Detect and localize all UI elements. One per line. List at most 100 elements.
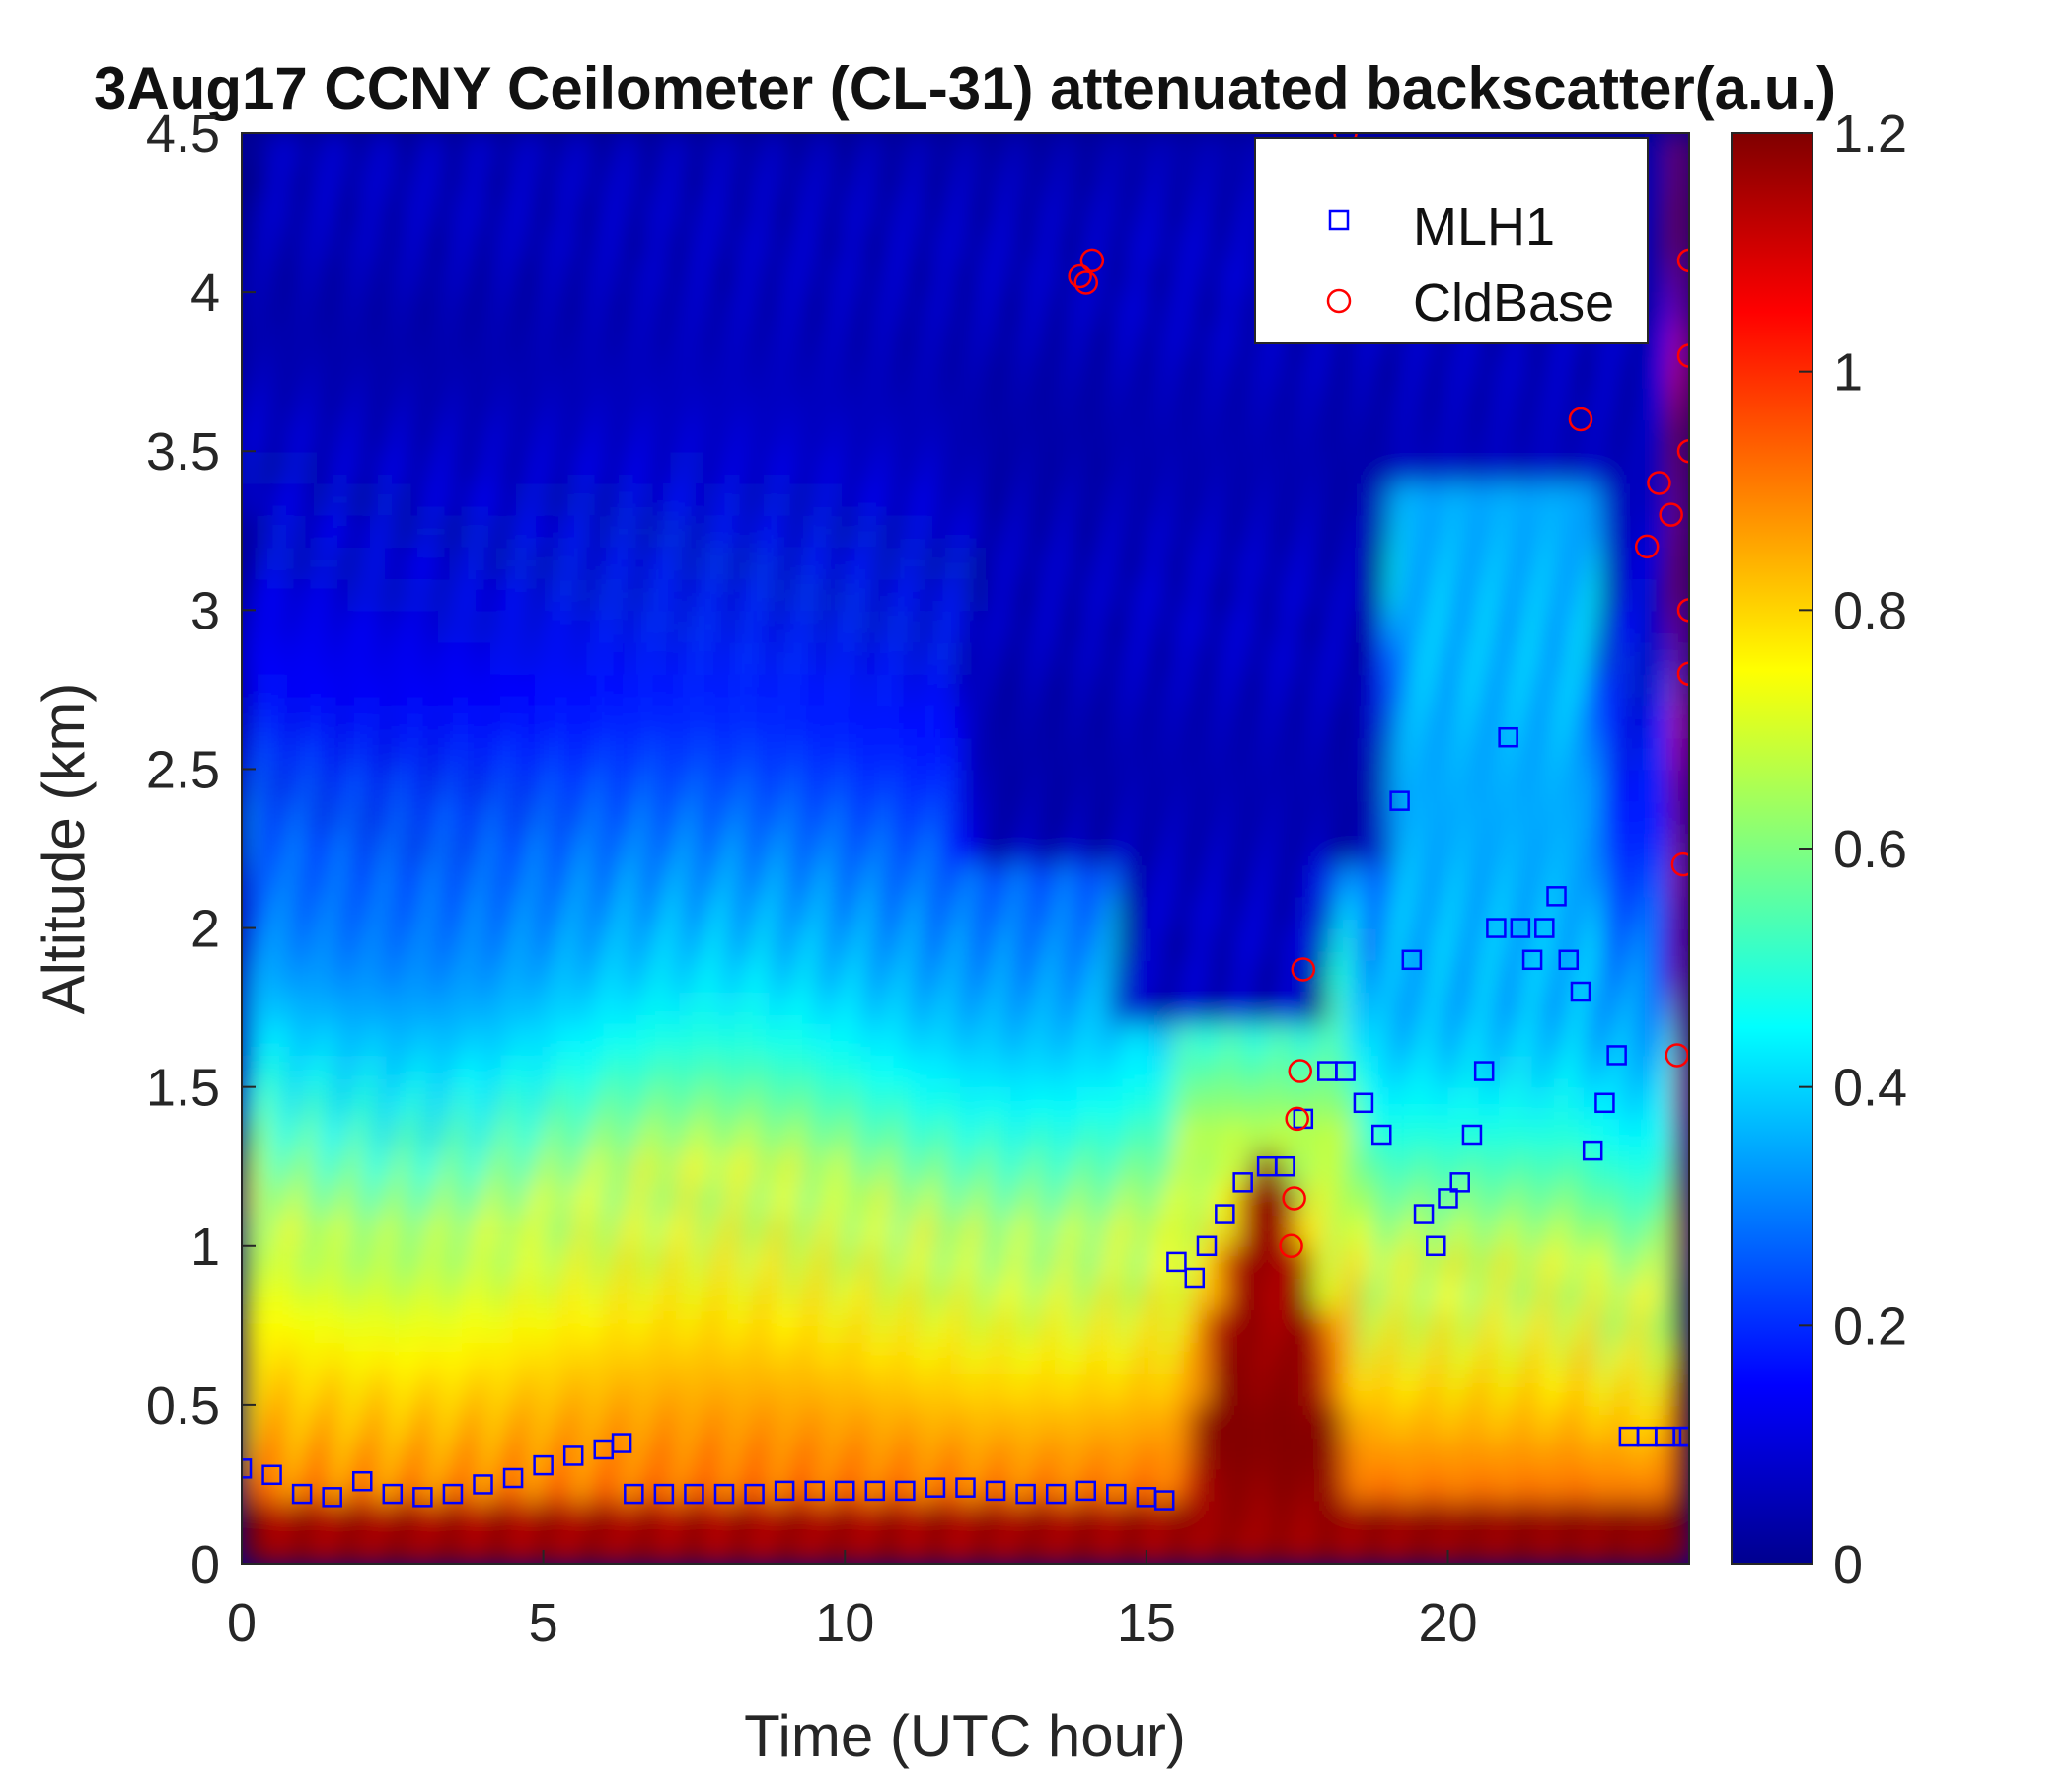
heatmap-cell (1327, 864, 1344, 898)
heatmap-cell (1116, 259, 1133, 294)
heatmap-cell (1478, 578, 1495, 612)
x-tick-label: 5 (529, 1593, 558, 1653)
heatmap-cell (1402, 1055, 1419, 1088)
heatmap-cell (1673, 1468, 1689, 1502)
heatmap-cell (996, 1437, 1012, 1470)
heatmap-cell (1146, 1372, 1163, 1406)
mlh1-point (1075, 1480, 1096, 1502)
heatmap-cell (1659, 133, 1675, 167)
heatmap-cell (557, 451, 575, 484)
heatmap-cell (724, 546, 741, 580)
heatmap-cell (996, 228, 1012, 261)
heatmap-cell (799, 1214, 816, 1247)
heatmap-cell (1644, 1086, 1661, 1120)
heatmap-cell (679, 1214, 696, 1247)
heatmap-cell (1071, 1309, 1087, 1343)
heatmap-cell (934, 1214, 952, 1247)
heatmap-cell (965, 896, 982, 929)
heatmap-cell (497, 546, 515, 580)
heatmap-cell (286, 1245, 304, 1279)
heatmap-cell (242, 864, 259, 898)
heatmap-cell (362, 133, 379, 167)
heatmap-cell (648, 832, 665, 866)
heatmap-cell (1010, 927, 1027, 961)
heatmap-cell (497, 673, 515, 706)
heatmap-cell (257, 673, 273, 706)
heatmap-cell (619, 355, 635, 389)
heatmap-cell (1613, 1468, 1630, 1502)
heatmap-cell (317, 292, 333, 326)
heatmap-cell (769, 1214, 786, 1247)
heatmap-cell (332, 133, 348, 167)
heatmap-cell (407, 800, 424, 834)
heatmap-cell (1327, 1023, 1344, 1057)
heatmap-cell (1146, 832, 1163, 866)
heatmap-cell (708, 419, 725, 453)
heatmap-cell (1176, 737, 1193, 771)
heatmap-cell (1176, 1468, 1193, 1502)
heatmap-cell (422, 165, 439, 198)
heatmap-cell (1131, 800, 1147, 834)
heatmap-cell (1462, 482, 1480, 516)
heatmap-cell (377, 292, 394, 326)
heatmap-cell (739, 1086, 756, 1120)
heatmap-cell (1116, 1150, 1133, 1184)
heatmap-cell (920, 292, 936, 326)
heatmap-cell (814, 1437, 831, 1470)
heatmap-cell (242, 673, 259, 706)
heatmap-cell (377, 1404, 394, 1439)
heatmap-cell (317, 451, 333, 484)
heatmap-cell (317, 705, 333, 739)
heatmap-cell (1236, 1150, 1253, 1184)
heatmap-cell (874, 959, 892, 993)
heatmap-cell (271, 387, 288, 420)
heatmap-cell (1598, 546, 1615, 580)
heatmap-cell (769, 482, 786, 516)
heatmap-cell (392, 1500, 409, 1533)
heatmap-cell (422, 1245, 439, 1279)
heatmap-cell (874, 673, 892, 706)
heatmap-cell (482, 1341, 499, 1374)
heatmap-cell (965, 419, 982, 453)
heatmap-cell (1387, 1278, 1404, 1311)
heatmap-cell (242, 832, 259, 866)
heatmap-cell (1644, 737, 1661, 771)
heatmap-cell (708, 482, 725, 516)
heatmap-cell (437, 578, 454, 612)
heatmap-cell (1176, 1437, 1193, 1470)
heatmap-cell (377, 165, 394, 198)
heatmap-cell (302, 1500, 319, 1533)
heatmap-cell (497, 1309, 515, 1343)
heatmap-cell (271, 1214, 288, 1247)
heatmap-cell (1176, 1372, 1193, 1406)
heatmap-cell (633, 578, 650, 612)
heatmap-cell (573, 1278, 590, 1311)
heatmap-cell (513, 800, 530, 834)
heatmap-cell (920, 896, 936, 929)
heatmap-cell (1613, 1055, 1630, 1088)
heatmap-cell (407, 705, 424, 739)
heatmap-cell (1161, 228, 1178, 261)
heatmap-cell (1221, 610, 1238, 643)
heatmap-cell (1221, 1150, 1238, 1184)
heatmap-cell (648, 324, 665, 357)
heatmap-cell (679, 959, 696, 993)
heatmap-cell (1659, 1245, 1675, 1279)
heatmap-cell (346, 641, 364, 675)
heatmap-cell (874, 1341, 892, 1374)
heatmap-cell (286, 673, 304, 706)
heatmap-cell (859, 196, 876, 230)
heatmap-cell (302, 769, 319, 802)
heatmap-cell (663, 228, 681, 261)
heatmap-cell (1522, 1150, 1540, 1184)
heatmap-cell (1101, 1341, 1118, 1374)
heatmap-cell (1402, 673, 1419, 706)
heatmap-cell (633, 641, 650, 675)
heatmap-cell (648, 1500, 665, 1533)
heatmap-cell (1101, 1309, 1118, 1343)
heatmap-cell (905, 1500, 922, 1533)
heatmap-cell (663, 355, 681, 389)
heatmap-cell (1538, 769, 1555, 802)
mlh1-point (502, 1467, 524, 1489)
heatmap-cell (1296, 482, 1313, 516)
